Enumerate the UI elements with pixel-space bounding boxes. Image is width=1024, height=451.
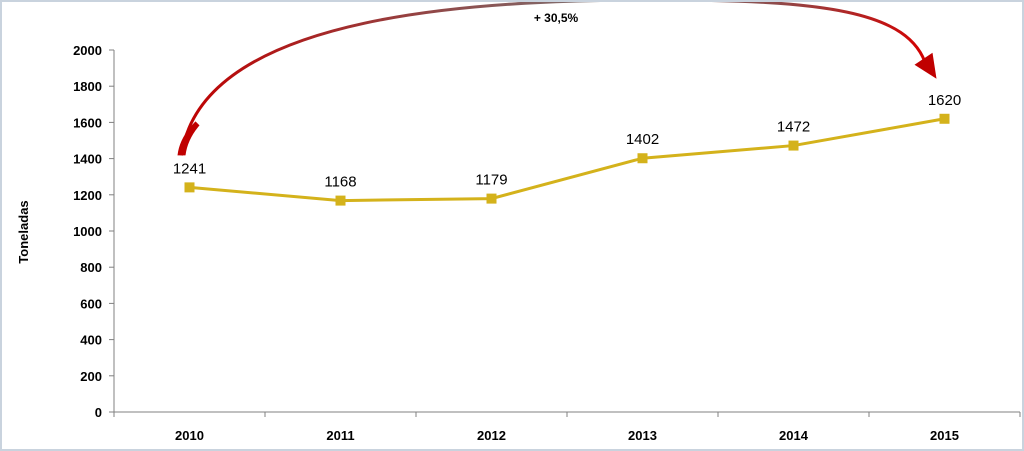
- data-label: 1402: [626, 131, 659, 148]
- data-label: 1241: [173, 160, 206, 177]
- y-tick-label: 1400: [73, 152, 102, 167]
- x-tick-label: 2015: [930, 428, 959, 443]
- y-tick-label: 600: [80, 296, 102, 311]
- y-tick-label: 1800: [73, 79, 102, 94]
- x-tick-label: 2010: [175, 428, 204, 443]
- data-point-marker: [486, 193, 497, 204]
- data-point-marker: [184, 182, 195, 193]
- y-tick-label: 200: [80, 369, 102, 384]
- y-axis-label: Toneladas: [16, 200, 31, 263]
- growth-arrow-head: [914, 52, 937, 79]
- y-tick-label: 1000: [73, 224, 102, 239]
- x-tick-label: 2011: [326, 428, 354, 443]
- y-tick-label: 800: [80, 260, 102, 275]
- data-point-marker: [637, 153, 648, 164]
- x-tick-label: 2012: [477, 428, 506, 443]
- x-tick-label: 2014: [779, 428, 809, 443]
- data-label: 1620: [928, 92, 961, 109]
- growth-annotation-label: + 30,5%: [534, 11, 579, 25]
- growth-arrow-tail: [177, 121, 200, 156]
- y-tick-label: 1200: [73, 188, 102, 203]
- series-line: [189, 117, 945, 203]
- y-tick-label: 1600: [73, 115, 102, 130]
- y-tick-label: 0: [95, 405, 102, 420]
- data-point-marker: [335, 195, 346, 206]
- data-label: 1179: [475, 172, 507, 189]
- data-point-marker: [939, 113, 950, 124]
- data-label: 1472: [777, 119, 810, 136]
- data-point-marker: [788, 140, 799, 151]
- y-tick-label: 400: [80, 333, 102, 348]
- data-label: 1168: [324, 174, 356, 191]
- y-tick-label: 2000: [73, 43, 102, 58]
- growth-arrow-arc: [180, 2, 928, 156]
- x-tick-label: 2013: [628, 428, 657, 443]
